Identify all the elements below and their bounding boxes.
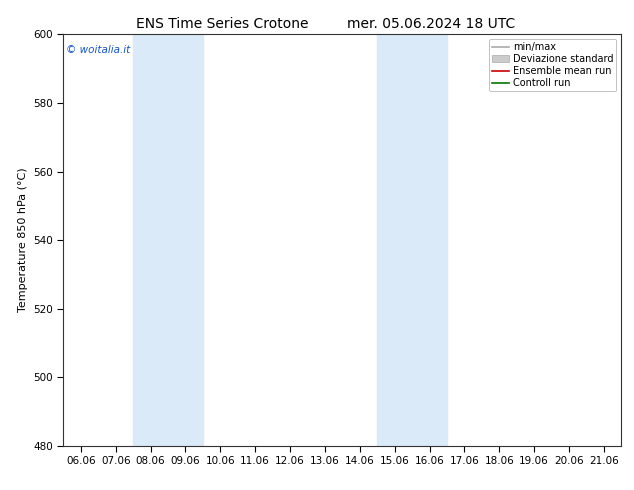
Bar [133,34,203,446]
Legend: min/max, Deviazione standard, Ensemble mean run, Controll run: min/max, Deviazione standard, Ensemble m… [489,39,616,91]
Bar [377,34,447,446]
Y-axis label: Temperature 850 hPa (°C): Temperature 850 hPa (°C) [18,168,28,313]
Text: © woitalia.it: © woitalia.it [66,45,131,54]
Text: mer. 05.06.2024 18 UTC: mer. 05.06.2024 18 UTC [347,17,515,31]
Text: ENS Time Series Crotone: ENS Time Series Crotone [136,17,308,31]
